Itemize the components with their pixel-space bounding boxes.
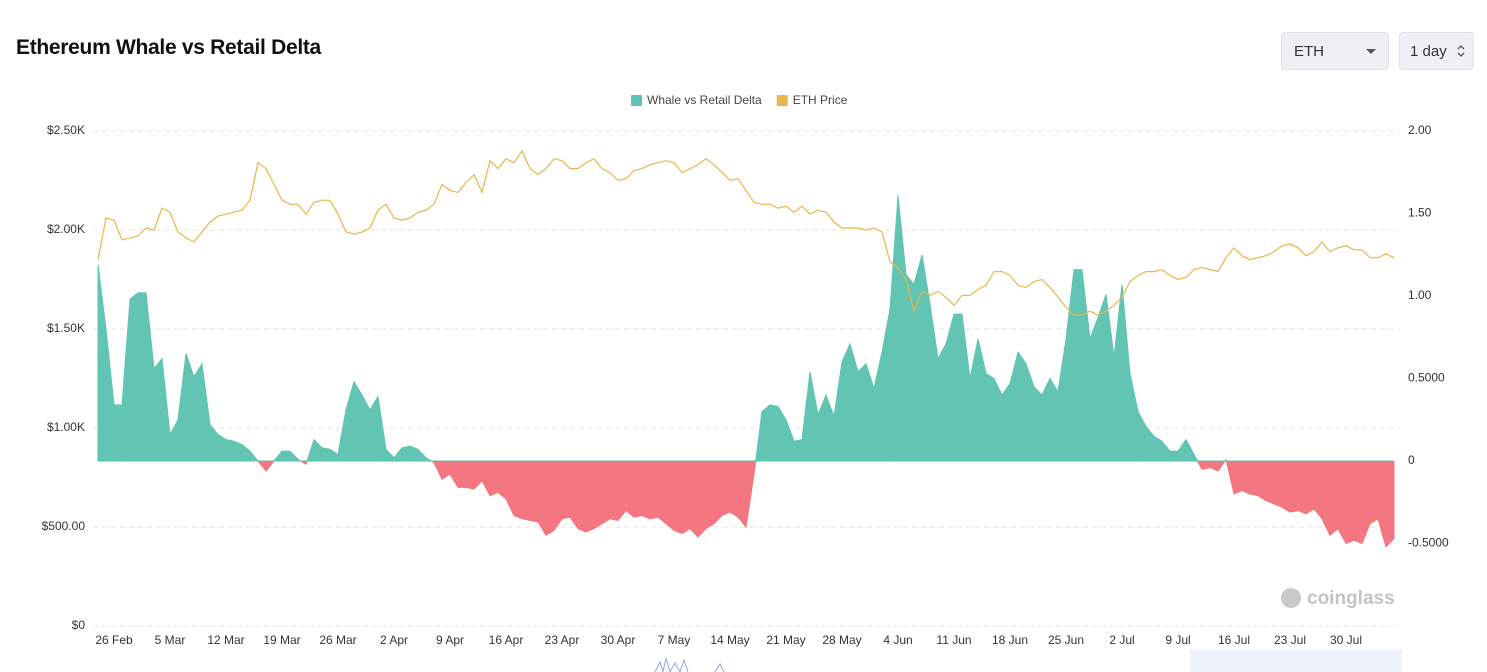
legend-label: Whale vs Retail Delta: [647, 93, 762, 107]
x-tick-label: 9 Jul: [1165, 633, 1190, 647]
y2-tick-label: 1.50: [1408, 206, 1432, 220]
x-tick-label: 28 May: [822, 633, 861, 647]
y2-tick-label: 1.00: [1408, 288, 1432, 302]
zoom-preview: [654, 657, 725, 672]
zoom-window[interactable]: [1190, 650, 1402, 672]
y2-tick-label: 0.5000: [1408, 371, 1445, 385]
x-tick-label: 4 Jun: [883, 633, 912, 647]
y-tick-label: $1.50K: [47, 321, 85, 335]
x-tick-label: 9 Apr: [436, 633, 464, 647]
x-tick-label: 5 Mar: [155, 633, 186, 647]
symbol-value: ETH: [1294, 42, 1324, 60]
delta-area: [97, 195, 1395, 548]
y-tick-label: $500.00: [42, 519, 86, 533]
y2-tick-label: 0: [1408, 453, 1415, 467]
y2-tick-label: -0.5000: [1408, 536, 1449, 550]
y-tick-label: $0: [72, 618, 86, 632]
y-tick-label: $2.50K: [47, 123, 85, 137]
interval-select[interactable]: 1 day: [1399, 32, 1474, 70]
x-tick-label: 23 Jul: [1274, 633, 1306, 647]
y2-tick-label: 2.00: [1408, 123, 1432, 137]
x-tick-label: 25 Jun: [1048, 633, 1084, 647]
x-tick-label: 7 May: [658, 633, 691, 647]
x-tick-label: 14 May: [710, 633, 749, 647]
x-tick-label: 11 Jun: [936, 633, 971, 647]
caret-icon: [1366, 49, 1376, 54]
updown-icon: [1457, 45, 1465, 57]
x-tick-label: 2 Jul: [1109, 633, 1134, 647]
x-tick-label: 2 Apr: [380, 633, 408, 647]
x-tick-label: 21 May: [766, 633, 805, 647]
y-tick-label: $2.00K: [47, 222, 85, 236]
x-tick-label: 18 Jun: [992, 633, 1028, 647]
watermark-text: coinglass: [1307, 588, 1395, 609]
x-tick-label: 26 Feb: [95, 633, 133, 647]
x-tick-label: 12 Mar: [207, 633, 244, 647]
x-tick-label: 23 Apr: [545, 633, 580, 647]
y-tick-label: $1.00K: [47, 420, 85, 434]
x-tick-label: 16 Apr: [489, 633, 524, 647]
page-title: Ethereum Whale vs Retail Delta: [16, 36, 321, 59]
price-line: [97, 149, 1395, 316]
x-tick-label: 16 Jul: [1218, 633, 1250, 647]
x-tick-label: 30 Apr: [601, 633, 636, 647]
symbol-select[interactable]: ETH: [1281, 32, 1389, 70]
legend-label: ETH Price: [793, 93, 848, 107]
watermark-icon: [1281, 588, 1301, 608]
legend-swatch: [631, 95, 642, 106]
x-tick-label: 30 Jul: [1330, 633, 1362, 647]
x-tick-label: 26 Mar: [319, 633, 356, 647]
x-tick-label: 19 Mar: [263, 633, 300, 647]
interval-value: 1 day: [1410, 42, 1447, 60]
legend-swatch: [776, 95, 788, 106]
watermark: coinglass: [1281, 588, 1395, 609]
